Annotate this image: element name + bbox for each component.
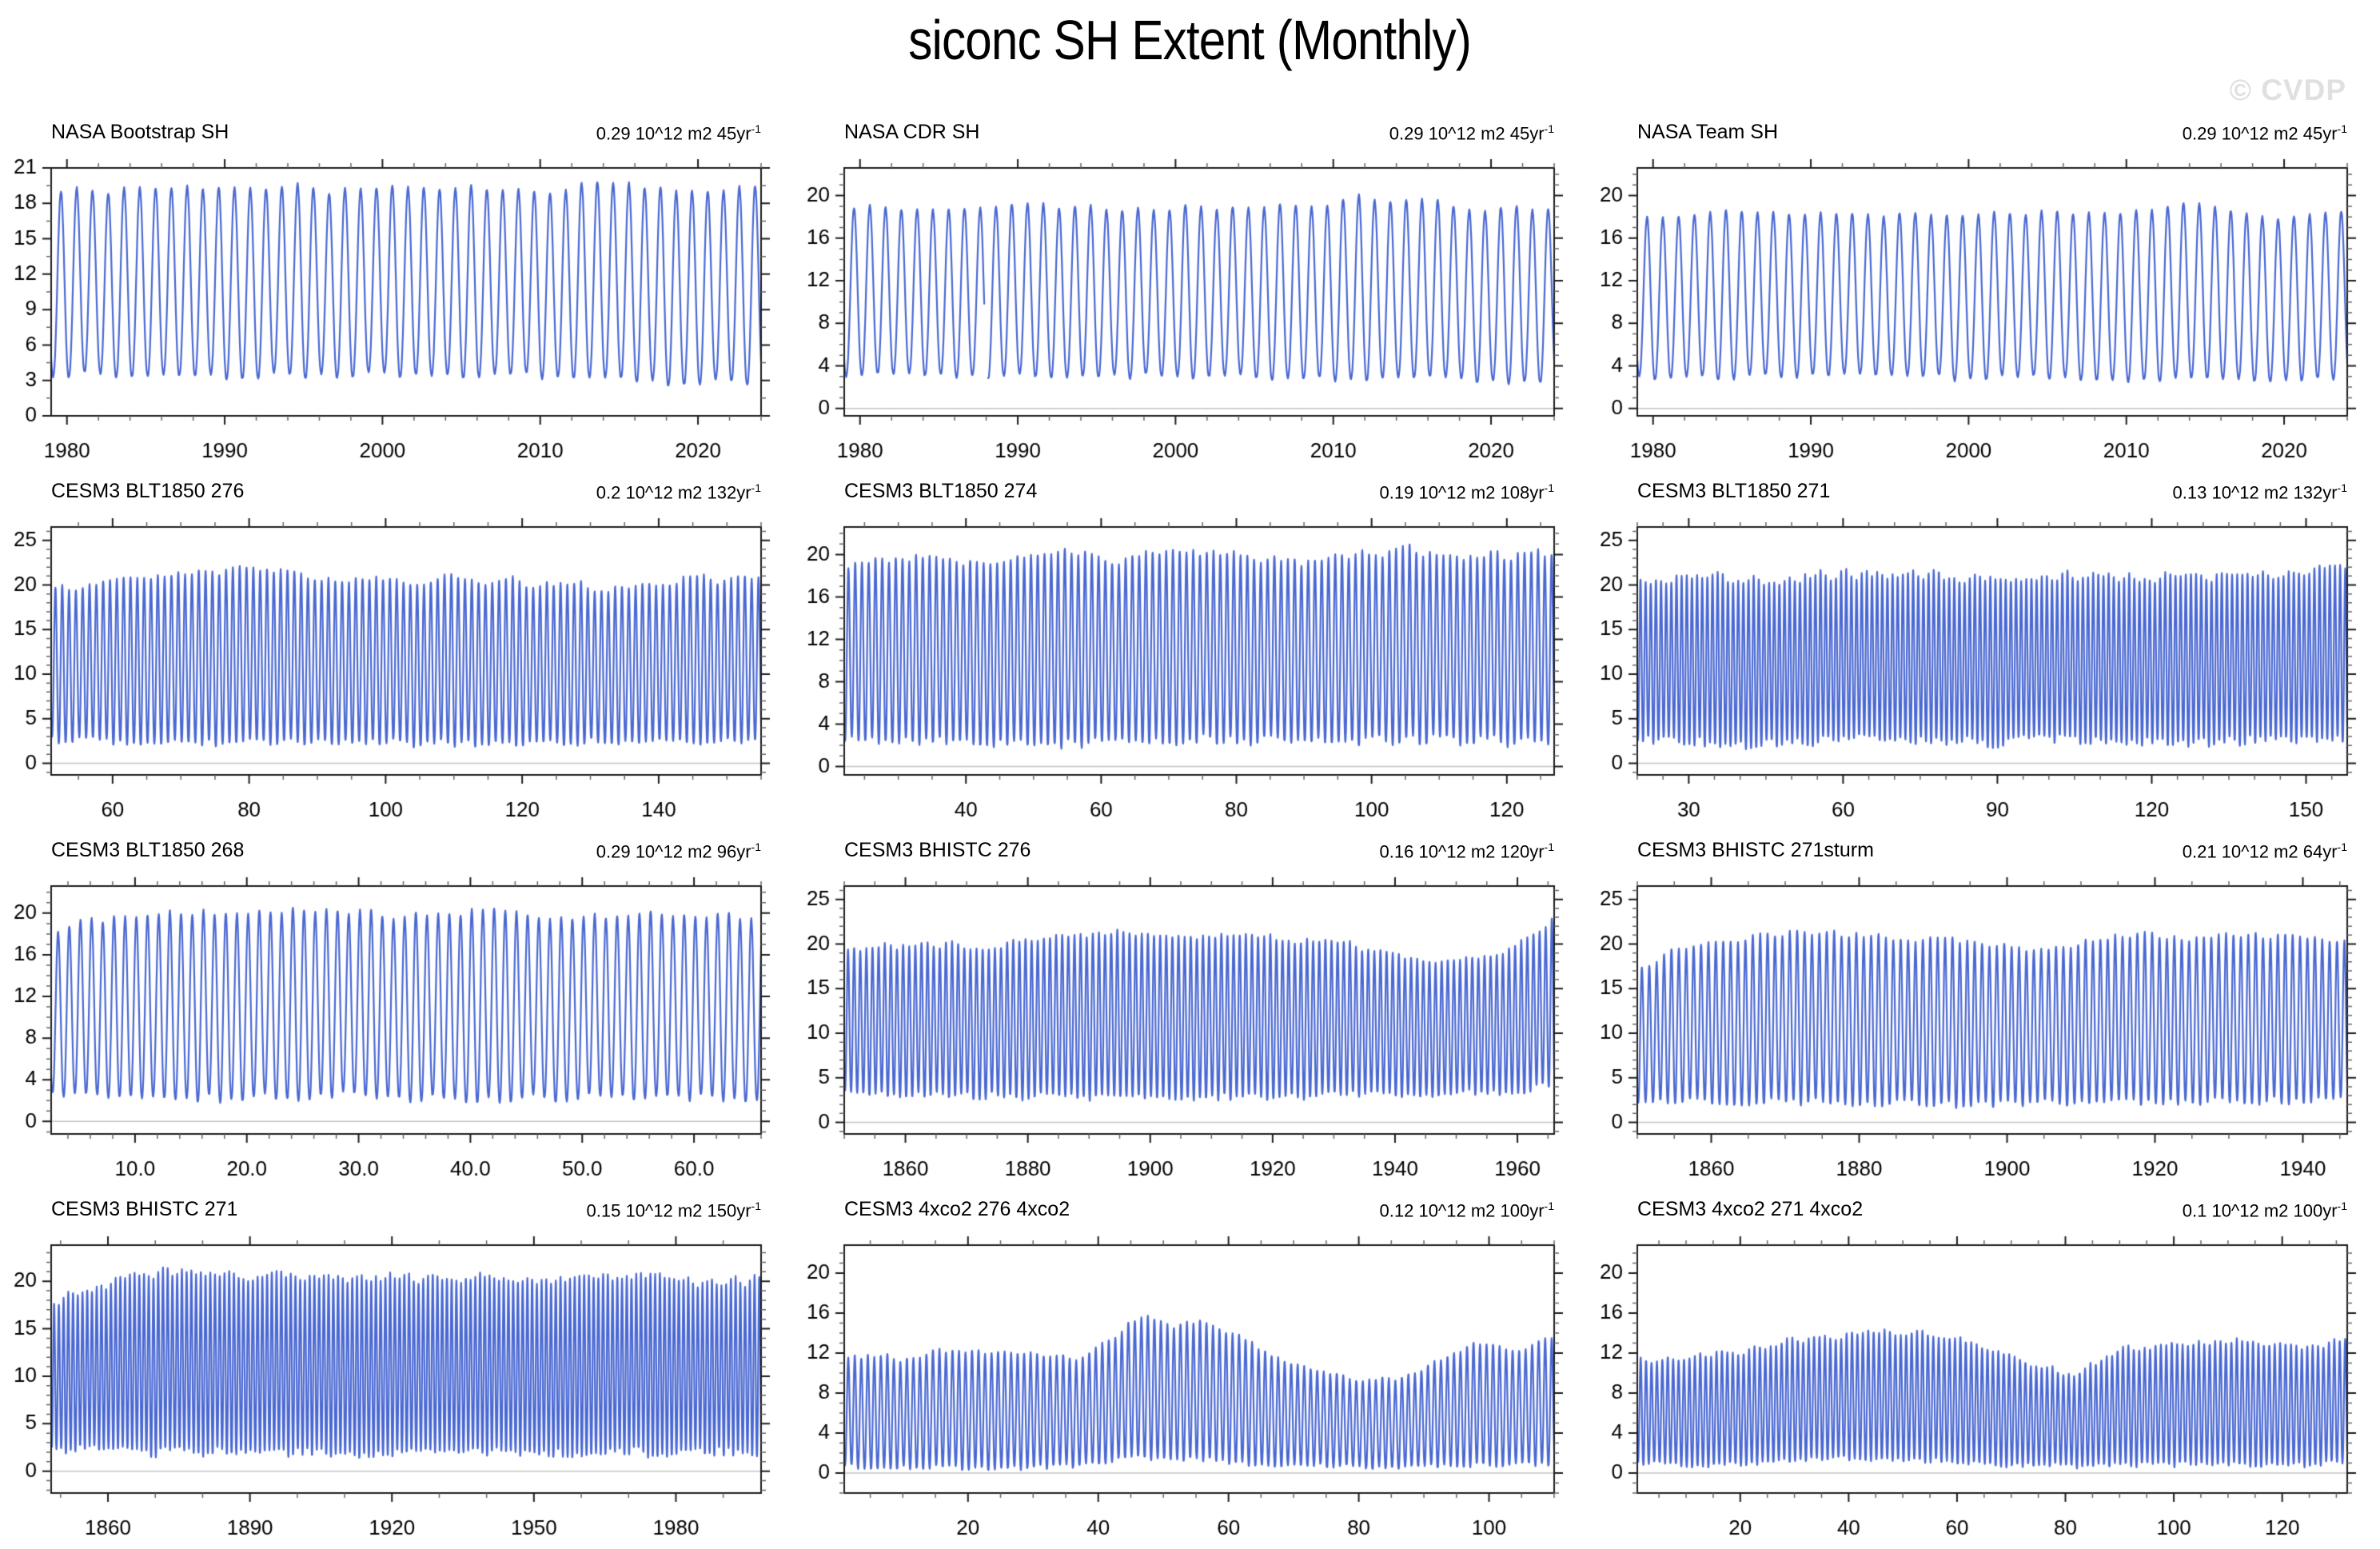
panel-trend-exponent: -1 (2337, 122, 2347, 135)
panel-trend-value: 0.16 10^12 m2 120yr (1379, 841, 1545, 861)
chart-grid: NASA Bootstrap SH 0.29 10^12 m2 45yr-1 N… (0, 112, 2379, 1548)
panel-header: NASA CDR SH 0.29 10^12 m2 45yr-1 (793, 112, 1586, 144)
plot-canvas (1586, 862, 2379, 1189)
page-title-text: siconc SH Extent (Monthly) (908, 9, 1472, 71)
panel-trend-value: 0.21 10^12 m2 64yr (2182, 841, 2338, 861)
panel-title: CESM3 BLT1850 268 (51, 839, 245, 861)
page-title: siconc SH Extent (Monthly) (0, 8, 2380, 72)
panel-trend-label: 0.1 10^12 m2 100yr-1 (2183, 1200, 2347, 1221)
chart-panel-blt1850-276: CESM3 BLT1850 276 0.2 10^12 m2 132yr-1 (0, 471, 793, 830)
panel-title: CESM3 BLT1850 271 (1637, 480, 1831, 502)
chart-panel-nasa-team: NASA Team SH 0.29 10^12 m2 45yr-1 (1586, 112, 2379, 471)
panel-trend-value: 0.2 10^12 m2 132yr (596, 482, 751, 502)
panel-trend-exponent: -1 (1544, 1199, 1554, 1212)
panel-trend-exponent: -1 (1544, 122, 1554, 135)
panel-trend-exponent: -1 (1544, 840, 1554, 853)
panel-trend-label: 0.29 10^12 m2 45yr-1 (1389, 122, 1554, 144)
panel-trend-value: 0.29 10^12 m2 96yr (596, 841, 751, 861)
panel-title: NASA Team SH (1637, 121, 1779, 143)
chart-panel-bhistc-271sturm: CESM3 BHISTC 271sturm 0.21 10^12 m2 64yr… (1586, 830, 2379, 1189)
panel-trend-label: 0.15 10^12 m2 150yr-1 (587, 1200, 761, 1221)
panel-trend-label: 0.29 10^12 m2 96yr-1 (596, 840, 761, 862)
plot-canvas (0, 144, 793, 471)
plot-canvas (1586, 1221, 2379, 1548)
panel-header: CESM3 BHISTC 271sturm 0.21 10^12 m2 64yr… (1586, 830, 2379, 862)
panel-title: CESM3 BLT1850 274 (844, 480, 1038, 502)
panel-trend-exponent: -1 (2337, 481, 2347, 494)
plot-canvas (793, 144, 1586, 471)
panel-trend-label: 0.29 10^12 m2 45yr-1 (2183, 122, 2347, 144)
panel-title: CESM3 4xco2 271 4xco2 (1637, 1198, 1864, 1220)
chart-panel-4xco2-271: CESM3 4xco2 271 4xco2 0.1 10^12 m2 100yr… (1586, 1189, 2379, 1548)
panel-trend-value: 0.29 10^12 m2 45yr (596, 123, 751, 143)
panel-trend-value: 0.12 10^12 m2 100yr (1379, 1200, 1545, 1220)
panel-header: CESM3 BLT1850 276 0.2 10^12 m2 132yr-1 (0, 471, 793, 503)
panel-trend-exponent: -1 (2337, 1199, 2347, 1212)
panel-trend-label: 0.12 10^12 m2 100yr-1 (1380, 1200, 1554, 1221)
panel-header: CESM3 BLT1850 271 0.13 10^12 m2 132yr-1 (1586, 471, 2379, 503)
panel-trend-exponent: -1 (751, 1199, 761, 1212)
panel-header: NASA Bootstrap SH 0.29 10^12 m2 45yr-1 (0, 112, 793, 144)
chart-panel-nasa-cdr: NASA CDR SH 0.29 10^12 m2 45yr-1 (793, 112, 1586, 471)
panel-title: NASA Bootstrap SH (51, 121, 229, 143)
panel-header: CESM3 BHISTC 276 0.16 10^12 m2 120yr-1 (793, 830, 1586, 862)
panel-trend-value: 0.1 10^12 m2 100yr (2182, 1200, 2338, 1220)
panel-header: CESM3 BLT1850 274 0.19 10^12 m2 108yr-1 (793, 471, 1586, 503)
panel-trend-value: 0.13 10^12 m2 132yr (2172, 482, 2338, 502)
panel-trend-exponent: -1 (751, 481, 761, 494)
plot-canvas (0, 503, 793, 830)
chart-panel-nasa-bootstrap: NASA Bootstrap SH 0.29 10^12 m2 45yr-1 (0, 112, 793, 471)
panel-trend-label: 0.21 10^12 m2 64yr-1 (2183, 840, 2347, 862)
panel-trend-label: 0.2 10^12 m2 132yr-1 (596, 481, 761, 503)
chart-panel-blt1850-268: CESM3 BLT1850 268 0.29 10^12 m2 96yr-1 (0, 830, 793, 1189)
chart-panel-4xco2-276: CESM3 4xco2 276 4xco2 0.12 10^12 m2 100y… (793, 1189, 1586, 1548)
panel-trend-label: 0.16 10^12 m2 120yr-1 (1380, 840, 1554, 862)
plot-canvas (0, 1221, 793, 1548)
chart-panel-blt1850-271: CESM3 BLT1850 271 0.13 10^12 m2 132yr-1 (1586, 471, 2379, 830)
plot-canvas (0, 862, 793, 1189)
panel-title: CESM3 4xco2 276 4xco2 (844, 1198, 1070, 1220)
panel-trend-value: 0.19 10^12 m2 108yr (1379, 482, 1545, 502)
panel-header: CESM3 4xco2 271 4xco2 0.1 10^12 m2 100yr… (1586, 1189, 2379, 1221)
plot-canvas (793, 503, 1586, 830)
chart-panel-bhistc-276: CESM3 BHISTC 276 0.16 10^12 m2 120yr-1 (793, 830, 1586, 1189)
plot-canvas (1586, 503, 2379, 830)
panel-title: NASA CDR SH (844, 121, 980, 143)
panel-trend-label: 0.19 10^12 m2 108yr-1 (1380, 481, 1554, 503)
panel-trend-exponent: -1 (751, 840, 761, 853)
plot-canvas (793, 1221, 1586, 1548)
panel-header: CESM3 4xco2 276 4xco2 0.12 10^12 m2 100y… (793, 1189, 1586, 1221)
panel-header: CESM3 BHISTC 271 0.15 10^12 m2 150yr-1 (0, 1189, 793, 1221)
panel-trend-value: 0.15 10^12 m2 150yr (586, 1200, 751, 1220)
cvdp-watermark: © CVDP (2229, 74, 2346, 106)
plot-canvas (1586, 144, 2379, 471)
plot-canvas (793, 862, 1586, 1189)
panel-title: CESM3 BLT1850 276 (51, 480, 245, 502)
panel-title: CESM3 BHISTC 271 (51, 1198, 238, 1220)
panel-title: CESM3 BHISTC 271sturm (1637, 839, 1874, 861)
panel-trend-value: 0.29 10^12 m2 45yr (2182, 123, 2338, 143)
panel-header: CESM3 BLT1850 268 0.29 10^12 m2 96yr-1 (0, 830, 793, 862)
panel-trend-label: 0.13 10^12 m2 132yr-1 (2173, 481, 2347, 503)
panel-trend-exponent: -1 (1544, 481, 1554, 494)
panel-title: CESM3 BHISTC 276 (844, 839, 1031, 861)
panel-trend-exponent: -1 (751, 122, 761, 135)
chart-panel-blt1850-274: CESM3 BLT1850 274 0.19 10^12 m2 108yr-1 (793, 471, 1586, 830)
panel-trend-value: 0.29 10^12 m2 45yr (1389, 123, 1545, 143)
panel-header: NASA Team SH 0.29 10^12 m2 45yr-1 (1586, 112, 2379, 144)
panel-trend-exponent: -1 (2337, 840, 2347, 853)
chart-panel-bhistc-271: CESM3 BHISTC 271 0.15 10^12 m2 150yr-1 (0, 1189, 793, 1548)
panel-trend-label: 0.29 10^12 m2 45yr-1 (596, 122, 761, 144)
